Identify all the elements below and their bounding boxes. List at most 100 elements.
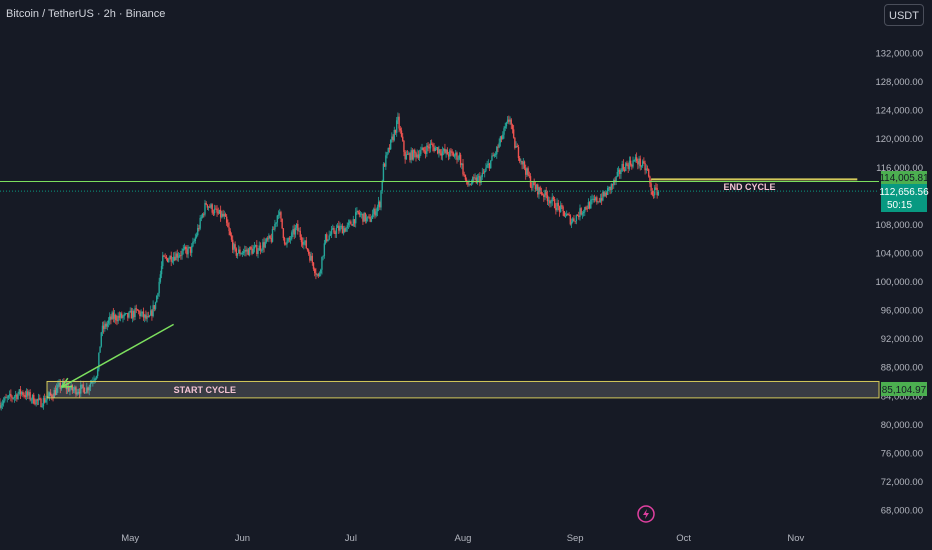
- candle-body: [140, 313, 142, 317]
- candle-body: [80, 385, 82, 394]
- green-line-price-text: 114,005.81: [879, 173, 929, 184]
- candle-body: [307, 250, 310, 254]
- candle-body: [119, 313, 122, 318]
- candle-body: [608, 186, 610, 188]
- candle-body: [252, 248, 254, 254]
- candle-body: [298, 230, 300, 232]
- candle-body: [8, 393, 11, 396]
- candle-body: [388, 148, 391, 150]
- price-tick-label: 116,000.00: [876, 163, 923, 174]
- candle-body: [508, 119, 510, 122]
- candle-body: [248, 247, 251, 256]
- bar-countdown: 50:15: [887, 200, 912, 211]
- trend-arrow[interactable]: [61, 323, 174, 388]
- candle-body: [181, 250, 183, 256]
- start-cycle-zone[interactable]: [46, 380, 880, 399]
- candle-body: [562, 206, 564, 212]
- candle-body: [139, 311, 141, 317]
- candle-body: [362, 213, 364, 222]
- candle-body: [484, 170, 486, 173]
- candle-body: [644, 163, 646, 171]
- candle-body: [617, 169, 620, 172]
- candle-body: [222, 213, 224, 217]
- candle-body: [312, 262, 315, 269]
- candle-body: [348, 221, 351, 223]
- candle-body: [54, 390, 57, 395]
- candle-body: [587, 202, 590, 209]
- currency-button[interactable]: USDT: [884, 4, 924, 26]
- candle-body: [593, 198, 596, 201]
- candle-body: [506, 119, 509, 123]
- candle-body: [309, 253, 311, 261]
- candle-body: [53, 390, 55, 398]
- candle-body: [406, 154, 409, 156]
- candle-body: [410, 150, 412, 161]
- candle-body: [450, 150, 452, 152]
- end-cycle-label[interactable]: END CYCLE: [723, 182, 775, 192]
- candle-body: [186, 249, 188, 255]
- candle-body: [463, 174, 465, 176]
- candle-body: [244, 250, 246, 252]
- candle-body: [573, 218, 575, 221]
- candle-body: [657, 191, 660, 196]
- candle-body: [441, 151, 444, 156]
- candle-body: [578, 215, 580, 218]
- candle-body: [582, 211, 585, 214]
- candle-body: [148, 315, 151, 317]
- candle-body: [320, 269, 322, 274]
- candle-body: [322, 255, 324, 257]
- candle-body: [294, 227, 297, 235]
- candle-body: [66, 386, 69, 390]
- candle-body: [36, 399, 39, 401]
- candle-body: [285, 243, 287, 245]
- candle-body: [527, 168, 529, 176]
- candle-body: [128, 311, 130, 318]
- candle-body: [122, 316, 124, 318]
- candle-body: [213, 208, 216, 214]
- price-tick-label: 124,000.00: [875, 106, 923, 117]
- candle-body: [216, 208, 218, 213]
- candle-body: [203, 213, 205, 215]
- candle-body: [192, 241, 194, 247]
- candle-body: [591, 199, 593, 200]
- symbol-title[interactable]: Bitcoin / TetherUS · 2h · Binance: [6, 8, 166, 20]
- candle-body: [370, 218, 373, 222]
- candle-body: [241, 253, 244, 254]
- time-axis-label: Nov: [787, 533, 804, 544]
- candle-body: [105, 323, 107, 327]
- candle-body: [365, 217, 368, 222]
- candle-body: [645, 168, 647, 171]
- candle-body: [491, 155, 493, 161]
- time-axis[interactable]: May Jun Jul Aug Sep Oct Nov: [121, 533, 804, 544]
- candle-body: [268, 235, 270, 240]
- candle-body: [465, 179, 468, 182]
- candle-body: [399, 128, 402, 131]
- candle-body: [600, 198, 603, 201]
- candle-body: [439, 149, 441, 154]
- candle-body: [499, 136, 502, 143]
- candle-body: [373, 208, 375, 215]
- time-axis-label: Aug: [455, 533, 472, 544]
- candle-body: [198, 227, 200, 229]
- candle-body: [368, 216, 370, 218]
- candle-body: [621, 163, 623, 172]
- candle-body: [238, 249, 240, 254]
- candle-body: [543, 194, 545, 198]
- candle-body: [408, 153, 410, 155]
- candle-body: [335, 227, 338, 234]
- candle-body: [449, 150, 451, 157]
- candle-body: [558, 206, 561, 212]
- candle-body: [430, 143, 433, 145]
- candle-body: [330, 229, 333, 235]
- candle-body: [303, 241, 305, 245]
- candle-body: [39, 398, 41, 400]
- flash-icon[interactable]: [637, 505, 655, 523]
- price-axis[interactable]: 132,000.00 128,000.00 124,000.00 120,000.00…: [875, 49, 923, 517]
- candle-body: [135, 308, 137, 310]
- candle-body: [376, 206, 379, 212]
- candle-body: [480, 176, 482, 183]
- candle-body: [257, 250, 259, 254]
- candle-body: [19, 389, 22, 395]
- start-cycle-label[interactable]: START CYCLE: [174, 385, 236, 395]
